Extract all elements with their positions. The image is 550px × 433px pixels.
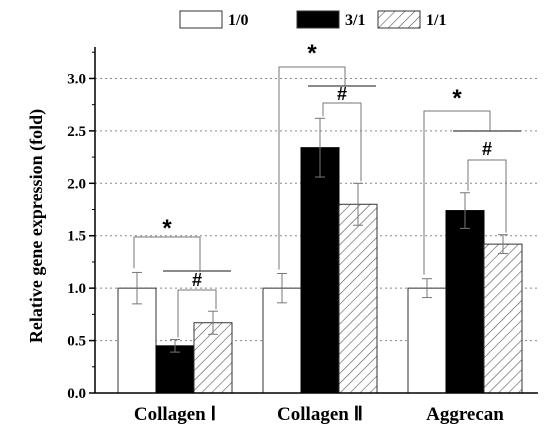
- y-tick-label: 3.0: [67, 71, 86, 87]
- significance-bracket-star: [133, 236, 201, 271]
- legend-swatch-1-1: [377, 10, 421, 29]
- legend-label: 3/1: [345, 12, 365, 29]
- y-tick-label: 1.0: [67, 281, 86, 297]
- y-tick-label: 2.5: [67, 124, 86, 140]
- significance-bracket-hash: [177, 289, 217, 338]
- significance-bracket-hash: [467, 159, 507, 233]
- significance-hash: #: [337, 84, 347, 104]
- significance-bracket-star: [423, 110, 491, 275]
- bar-1-0-1: [262, 287, 302, 394]
- significance-star: *: [162, 215, 172, 242]
- bar-1-0-0: [117, 287, 157, 394]
- y-tick-label: 0.0: [67, 386, 86, 402]
- x-category-label: Collagen Ⅱ: [277, 404, 363, 425]
- significance-hash: #: [482, 139, 492, 159]
- legend-label: 1/1: [426, 12, 446, 29]
- y-tick-label: 1.5: [67, 229, 86, 245]
- legend-swatch-1-0: [179, 10, 223, 29]
- bar-3-1-1: [300, 147, 340, 394]
- significance-bracket-star: [278, 66, 346, 270]
- x-category-label: Aggrecan: [426, 404, 504, 425]
- bar-1-0-2: [407, 287, 447, 394]
- bar-1-1-1: [338, 203, 378, 394]
- y-tick-label: 2.0: [67, 176, 86, 192]
- bar-3-1-2: [445, 210, 485, 394]
- bar-3-1-0: [155, 345, 195, 394]
- legend-label: 1/0: [228, 12, 248, 29]
- bar-1-1-2: [483, 243, 523, 394]
- significance-star: *: [452, 85, 462, 112]
- significance-star: *: [307, 40, 317, 67]
- significance-bracket-hash: [322, 102, 362, 182]
- x-category-label: Collagen Ⅰ: [134, 404, 216, 425]
- y-tick-label: 0.5: [67, 334, 86, 350]
- y-axis-label: Relative gene expression (fold): [26, 109, 47, 343]
- legend-swatch-3-1: [296, 10, 340, 29]
- significance-hash: #: [192, 270, 202, 290]
